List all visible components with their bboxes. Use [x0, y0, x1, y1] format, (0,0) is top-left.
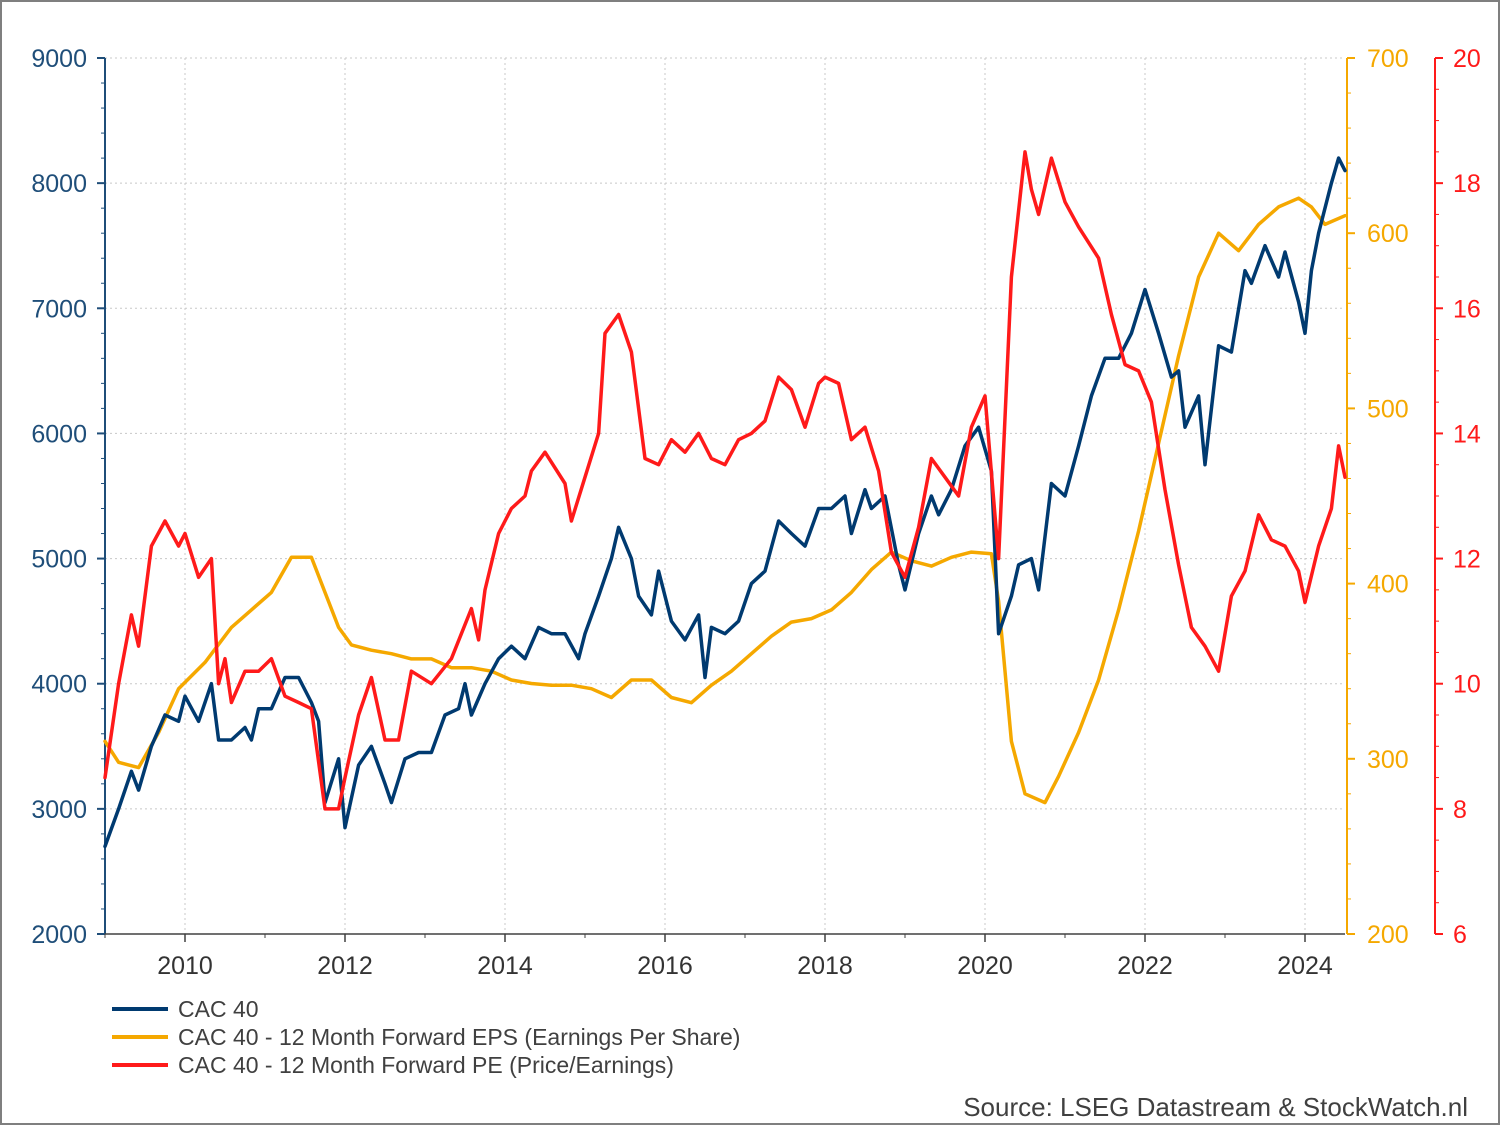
left-axis-label-3: 5000 [31, 546, 87, 574]
legend-label-pe: CAC 40 - 12 Month Forward PE (Price/Earn… [178, 1051, 674, 1078]
legend: CAC 40 CAC 40 - 12 Month Forward EPS (Ea… [112, 995, 740, 1079]
x-axis-label-0: 2010 [157, 952, 213, 980]
pe-axis-label-7: 20 [1453, 45, 1481, 73]
eps-axis-label-3: 500 [1367, 395, 1409, 423]
left-axis-label-5: 7000 [31, 295, 87, 323]
legend-item-eps: CAC 40 - 12 Month Forward EPS (Earnings … [112, 1023, 740, 1051]
eps-axis-label-0: 200 [1367, 921, 1409, 949]
x-axis-label-2: 2014 [477, 952, 533, 980]
left-axis-label-6: 8000 [31, 170, 87, 198]
pe-axis-label-0: 6 [1453, 921, 1467, 949]
x-axis-label-3: 2016 [637, 952, 693, 980]
x-axis-label-1: 2012 [317, 952, 373, 980]
eps-line [103, 196, 1347, 805]
left-axis-label-4: 6000 [31, 420, 87, 448]
legend-swatch-eps [112, 1035, 168, 1039]
eps-axis-label-5: 700 [1367, 45, 1409, 73]
x-axis-label-7: 2024 [1277, 952, 1333, 980]
legend-item-pe: CAC 40 - 12 Month Forward PE (Price/Earn… [112, 1051, 740, 1079]
pe-axis-label-2: 10 [1453, 671, 1481, 699]
x-axis-label-4: 2018 [797, 952, 853, 980]
pe-axis-label-3: 12 [1453, 546, 1481, 574]
pe-axis-label-5: 16 [1453, 295, 1481, 323]
legend-label-cac40: CAC 40 [178, 995, 259, 1022]
legend-swatch-cac40 [112, 1007, 168, 1011]
pe-axis-label-4: 14 [1453, 420, 1481, 448]
left-axis-label-0: 2000 [31, 921, 87, 949]
left-axis-label-2: 4000 [31, 671, 87, 699]
pe-line [103, 150, 1347, 811]
eps-axis-label-1: 300 [1367, 746, 1409, 774]
eps-axis-label-2: 400 [1367, 571, 1409, 599]
left-axis-label-1: 3000 [31, 796, 87, 824]
eps-axis-label-4: 600 [1367, 220, 1409, 248]
legend-swatch-pe [112, 1063, 168, 1067]
x-axis-label-6: 2022 [1117, 952, 1173, 980]
legend-label-eps: CAC 40 - 12 Month Forward EPS (Earnings … [178, 1023, 741, 1050]
pe-axis-label-6: 18 [1453, 170, 1481, 198]
source-note: Source: LSEG Datastream & StockWatch.nl [963, 1092, 1468, 1122]
x-axis-label-5: 2020 [957, 952, 1013, 980]
cac40-line [103, 156, 1347, 849]
pe-axis-label-1: 8 [1453, 796, 1467, 824]
left-axis-label-7: 9000 [31, 45, 87, 73]
legend-item-cac40: CAC 40 [112, 995, 740, 1023]
